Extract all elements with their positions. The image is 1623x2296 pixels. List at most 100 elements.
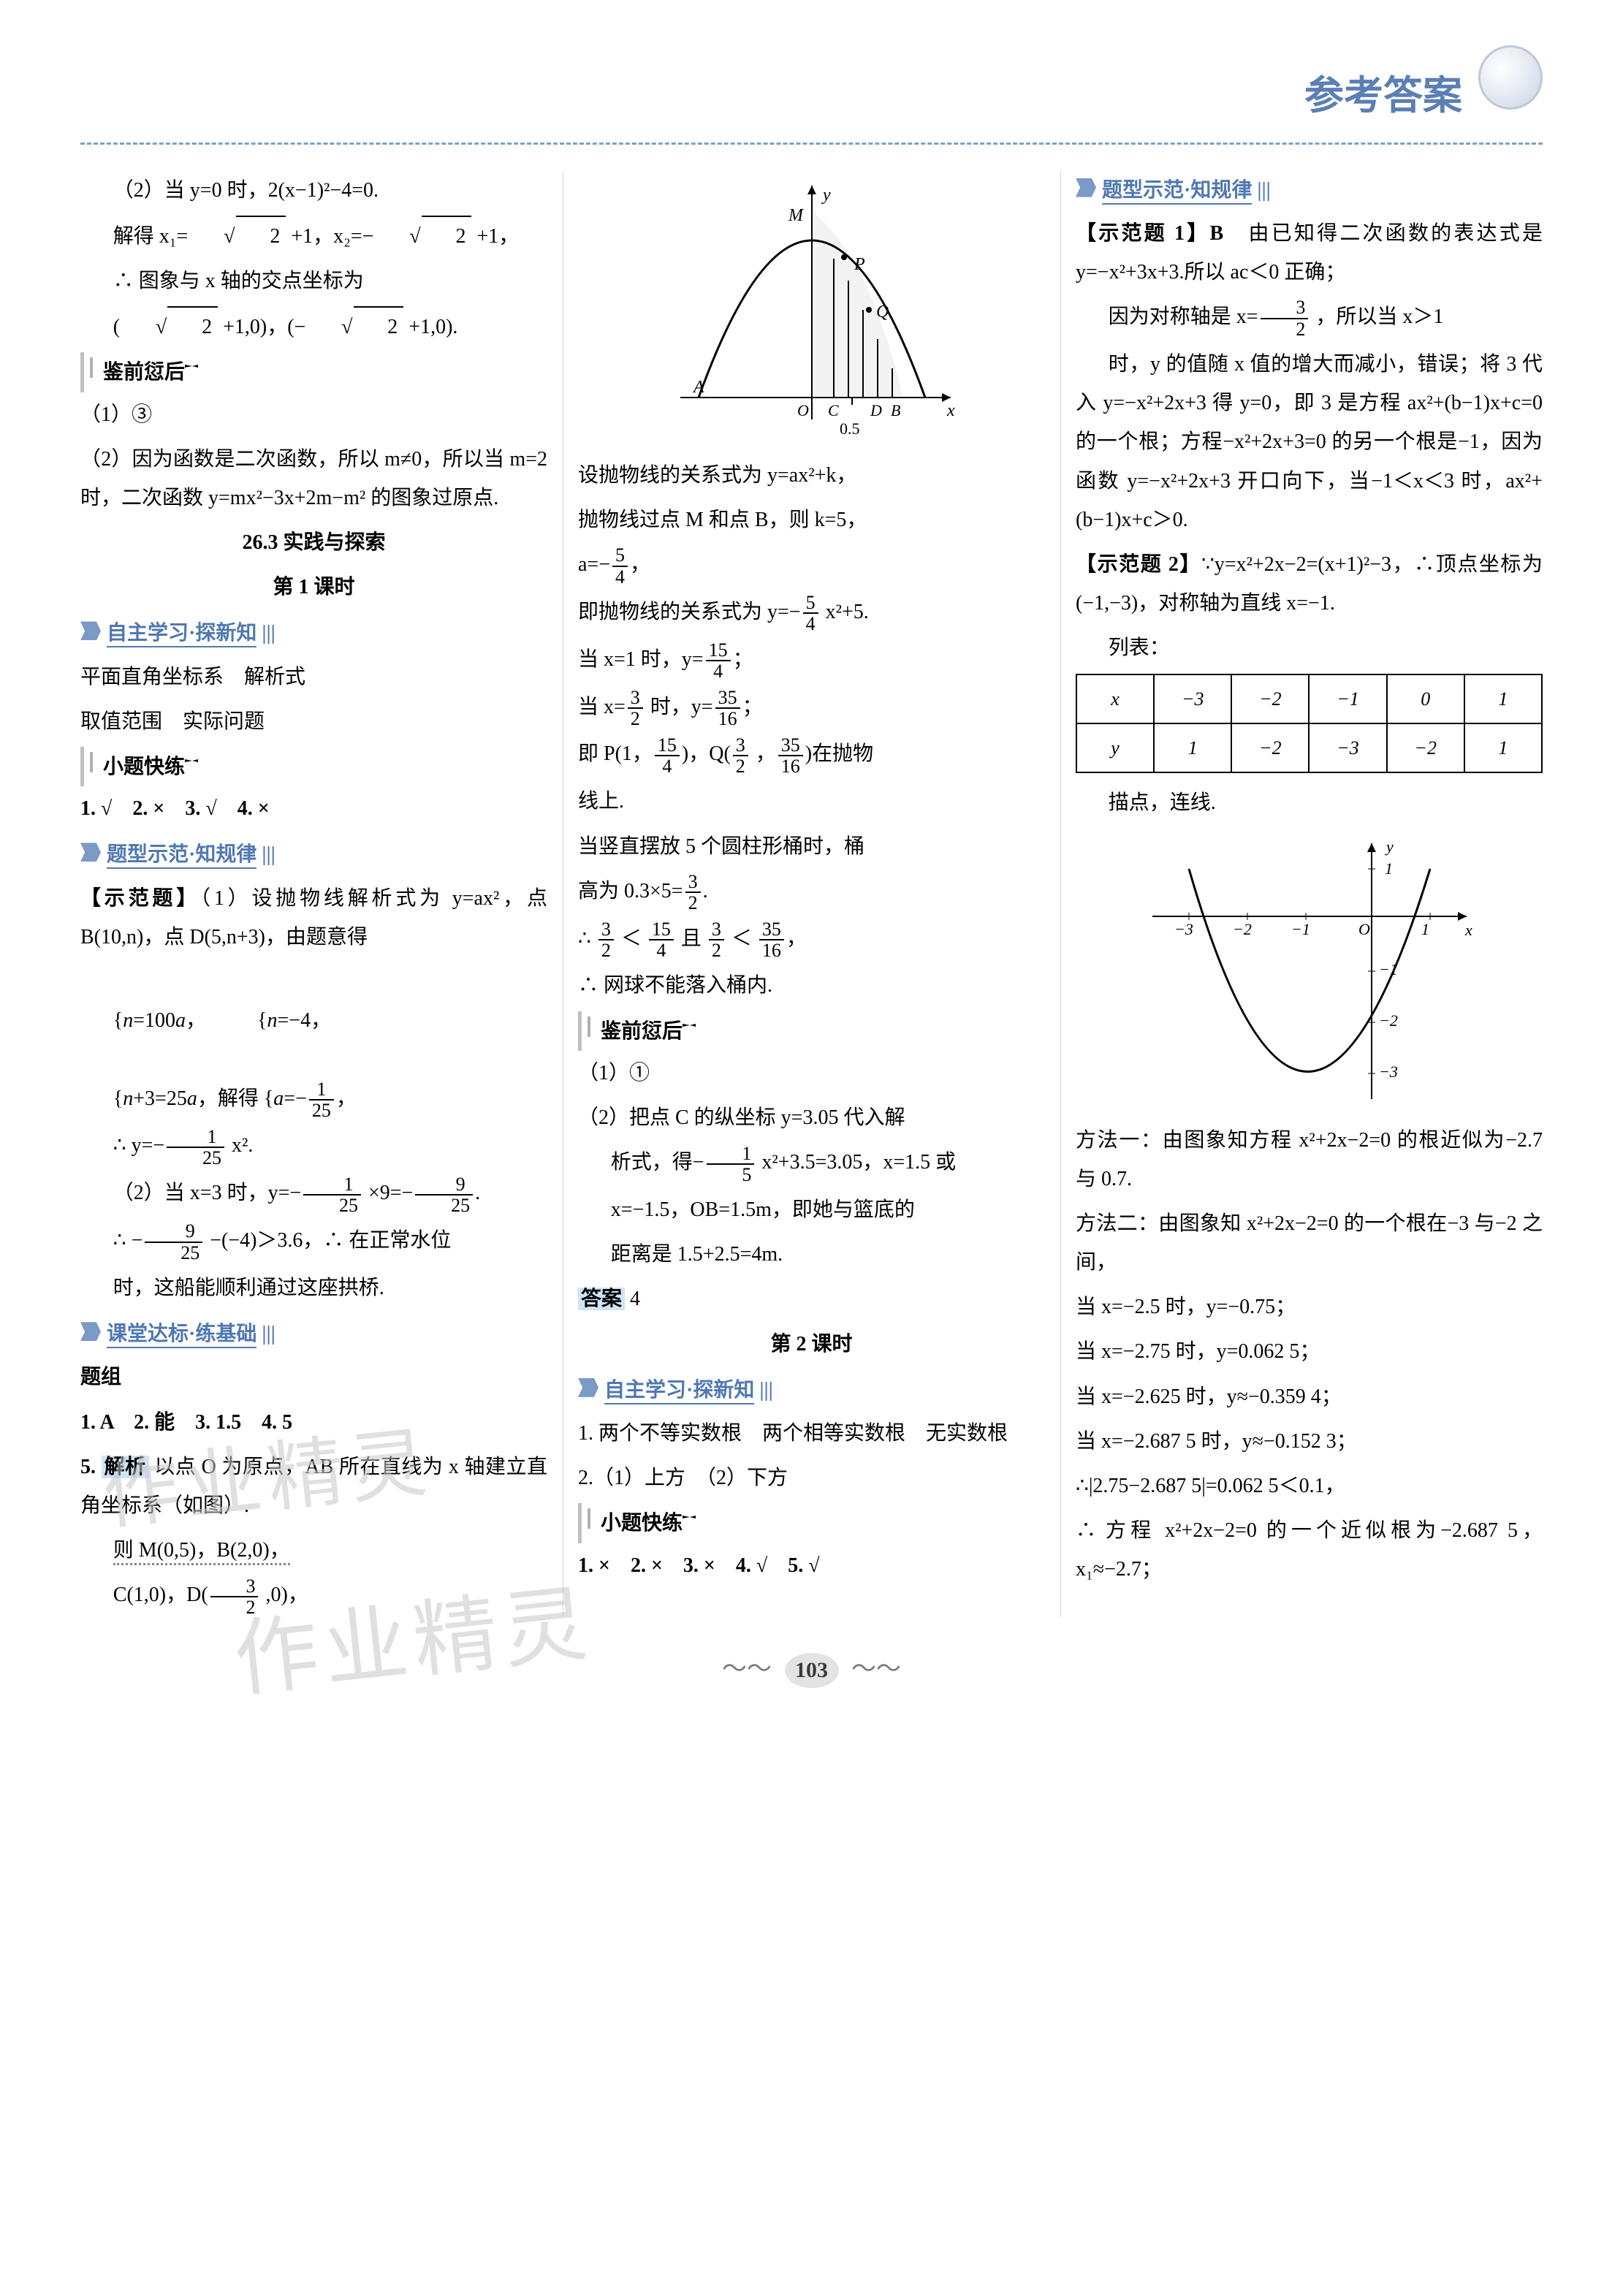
c3-m6: 当 x=−2.687 5 时，y≈−0.152 3； — [1076, 1422, 1543, 1461]
c1-q5c: 则 M(0,5)，B(2,0)， — [80, 1531, 547, 1570]
page-number: 103 — [785, 1653, 839, 1688]
svg-text:M: M — [788, 206, 805, 225]
svg-text:O: O — [1358, 920, 1370, 938]
c3-m7: ∴|2.75−2.687 5|=0.062 5＜0.1， — [1076, 1467, 1543, 1505]
c2-l10: 高为 0.3×5=32. — [578, 872, 1045, 913]
c1-subhead-2: 小题快练 — [80, 747, 547, 786]
svg-text:−3: −3 — [1379, 1063, 1398, 1081]
c1-section-c: 课堂达标·练基础 ||| — [80, 1315, 547, 1353]
c1-eqs: {n=100a， {n=−4， {n+3=25a，解得 {a=−125， — [80, 962, 547, 1120]
c2-kw2: 2.（1）上方 （2）下方 — [578, 1459, 1045, 1497]
c2-l1: 设抛物线的关系式为 y=ax²+k， — [578, 456, 1045, 495]
c2-ans: 答案 4 — [578, 1280, 1045, 1318]
c3-m8: ∴ 方程 x²+2x−2=0 的一个近似根为−2.687 5，x₁≈−2.7； — [1076, 1511, 1543, 1589]
c1-section-b: 题型示范·知规律 ||| — [80, 835, 547, 874]
c1-l7: ∴ y=−125 x². — [80, 1126, 547, 1168]
svg-text:P: P — [854, 255, 865, 274]
svg-text:B: B — [891, 401, 900, 419]
svg-text:1: 1 — [1385, 859, 1393, 878]
svg-text:C: C — [828, 401, 839, 419]
c1-l9: ∴ −925 −(−4)＞3.6，∴ 在正常水位 — [80, 1221, 547, 1263]
c1-l2: 解得 x₁=2 +1，x₂=−2 +1， — [80, 216, 547, 256]
c2-l4: 即抛物线的关系式为 y=−54 x²+5. — [578, 593, 1045, 634]
svg-text:1: 1 — [1421, 920, 1429, 938]
c2-l7: 即 P(1，154)，Q(32 ，3516)在抛物 — [578, 734, 1045, 776]
c2-l8: 线上. — [578, 782, 1045, 821]
c2-l6: 当 x=32 时，y=3516； — [578, 688, 1045, 729]
svg-text:O: O — [797, 401, 809, 419]
c2-chapter-sub: 第 2 课时 — [578, 1325, 1045, 1364]
header-title: 参考答案 — [1304, 74, 1462, 118]
header-divider — [80, 142, 1543, 145]
c1-l8: （2）当 x=3 时，y=−125 ×9=−925. — [80, 1174, 547, 1215]
table-row: x−3−2−101 — [1076, 674, 1542, 723]
graph-parabola-grid: −3−2−1 O1 1−1−2−3 yx — [1138, 829, 1481, 1114]
c3-tbl-label: 列表： — [1076, 628, 1543, 667]
c2-kw1: 1. 两个不等实数根 两个相等实数根 无实数根 — [578, 1414, 1045, 1453]
table-row: y1−2−3−21 — [1076, 723, 1542, 772]
c3-ex1b: 因为对称轴是 x=32 ，所以当 x＞1 — [1076, 297, 1543, 339]
c1-l5: （1）③ — [80, 395, 547, 434]
c1-l4: (2 +1,0)，(−2 +1,0). — [80, 306, 547, 346]
xy-table: x−3−2−101 y1−2−3−21 — [1076, 674, 1543, 774]
svg-text:y: y — [821, 186, 831, 205]
c3-m4: 当 x=−2.75 时，y=0.062 5； — [1076, 1332, 1543, 1371]
c2-l2: 抛物线过点 M 和点 B，则 k=5， — [578, 501, 1045, 539]
c1-l6: （2）因为函数是二次函数，所以 m≠0，所以当 m=2 时，二次函数 y=mx²… — [80, 440, 547, 517]
c1-ans1: 1. √ 2. × 3. √ 4. × — [80, 789, 547, 828]
c1-chapter-sub: 第 1 课时 — [80, 568, 547, 607]
svg-text:A: A — [692, 378, 704, 397]
c2-ans2: 1. × 2. × 3. × 4. √ 5. √ — [578, 1546, 1045, 1585]
svg-text:−1: −1 — [1291, 920, 1310, 938]
c2-l3: a=−54， — [578, 545, 1045, 587]
c1-ans2: 1. A 2. 能 3. 1.5 4. 5 — [80, 1403, 547, 1442]
c2-l15: 析式，得−15 x²+3.5=3.05，x=1.5 或 — [578, 1143, 1045, 1185]
c3-m3: 当 x=−2.5 时，y=−0.75； — [1076, 1288, 1543, 1326]
c2-l13: （1）① — [578, 1054, 1045, 1092]
svg-text:y: y — [1385, 837, 1394, 856]
content-columns: （2）当 y=0 时，2(x−1)²−4=0. 解得 x₁=2 +1，x₂=−2… — [80, 171, 1543, 1618]
c3-m5: 当 x=−2.625 时，y≈−0.359 4； — [1076, 1377, 1543, 1416]
c3-m1: 方法一：由图象知方程 x²+2x−2=0 的根近似为−2.7 与 0.7. — [1076, 1121, 1543, 1198]
c3-m2: 方法二：由图象知 x²+2x−2=0 的一个根在−3 与−2 之间， — [1076, 1204, 1543, 1282]
c3-ex1: 【示范题 1】B 由已知得二次函数的表达式是 y=−x²+3x+3.所以 ac＜… — [1076, 214, 1543, 292]
svg-text:−2: −2 — [1233, 920, 1252, 938]
c2-l5: 当 x=1 时，y=154； — [578, 640, 1045, 682]
c1-kw1: 平面直角坐标系 解析式 — [80, 658, 547, 696]
footer-ornament-left: 〜〜 — [715, 1656, 779, 1683]
c3-after-tbl: 描点，连线. — [1076, 783, 1543, 822]
graph-parabola-arch: y x O M P Q A C D B 0.5 — [658, 171, 965, 449]
c3-ex1c: 时，y 的值随 x 值的增大而减小，错误；将 3 代入 y=−x²+2x+3 得… — [1076, 345, 1543, 539]
page-header: 参考答案 — [80, 58, 1543, 134]
c2-l17: 距离是 1.5+2.5=4m. — [578, 1235, 1045, 1274]
c2-l9: 当竖直摆放 5 个圆柱形桶时，桶 — [578, 827, 1045, 866]
svg-text:D: D — [870, 401, 882, 419]
svg-text:−3: −3 — [1174, 920, 1193, 938]
c1-chapter-title: 26.3 实践与探索 — [80, 523, 547, 562]
c2-subhead-2: 小题快练 — [578, 1503, 1045, 1543]
svg-text:Q: Q — [876, 303, 889, 322]
c1-l3: ∴ 图象与 x 轴的交点坐标为 — [80, 262, 547, 300]
c3-ex2: 【示范题 2】∵y=x²+2x−2=(x+1)²−3，∴顶点坐标为(−1,−3)… — [1076, 545, 1543, 623]
header-icon — [1478, 45, 1543, 110]
c2-l11: ∴ 32 ＜ 154 且 32 ＜ 3516， — [578, 919, 1045, 961]
c1-kw2: 取值范围 实际问题 — [80, 702, 547, 741]
page-footer: 〜〜 103 〜〜 — [80, 1646, 1543, 1694]
c1-q5d: C(1,0)，D(32 ,0)， — [80, 1575, 547, 1617]
c1-grp: 题组 — [80, 1358, 547, 1396]
c2-subhead-1: 鉴前愆后 — [578, 1011, 1045, 1051]
c2-l16: x=−1.5，OB=1.5m，即她与篮底的 — [578, 1190, 1045, 1229]
c1-section-a: 自主学习·探新知 ||| — [80, 614, 547, 653]
footer-ornament-right: 〜〜 — [844, 1656, 908, 1683]
c1-l10: 时，这船能顺利通过这座拱桥. — [80, 1269, 547, 1307]
c3-section-a: 题型示范·知规律 ||| — [1076, 171, 1543, 210]
svg-text:−2: −2 — [1379, 1011, 1398, 1030]
c2-l14: （2）把点 C 的纵坐标 y=3.05 代入解 — [578, 1098, 1045, 1137]
c1-l1: （2）当 y=0 时，2(x−1)²−4=0. — [80, 171, 547, 210]
c1-q5: 5. 解析 以点 O 为原点，AB 所在直线为 x 轴建立直角坐标系（如图）. — [80, 1448, 547, 1525]
svg-text:0.5: 0.5 — [840, 419, 860, 438]
c2-section-a: 自主学习·探新知 ||| — [578, 1371, 1045, 1410]
c2-l12: ∴ 网球不能落入桶内. — [578, 966, 1045, 1005]
svg-text:x: x — [1464, 921, 1472, 939]
svg-text:x: x — [946, 401, 955, 420]
